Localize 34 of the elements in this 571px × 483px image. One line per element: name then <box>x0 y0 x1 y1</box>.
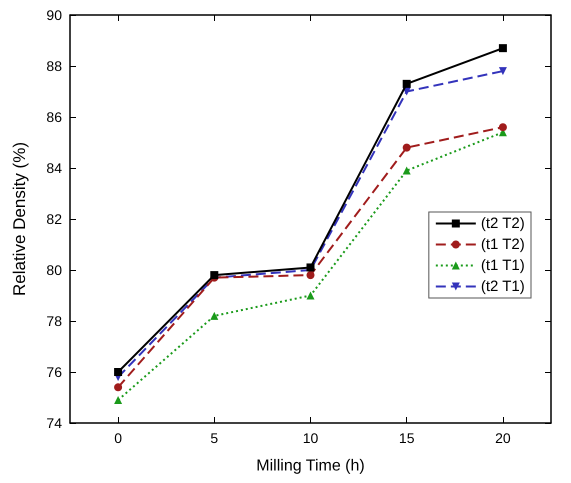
y-tick-label: 82 <box>46 211 62 227</box>
x-tick-label: 10 <box>302 430 318 446</box>
y-tick-label: 84 <box>46 160 62 176</box>
y-tick-label: 80 <box>46 262 62 278</box>
y-tick-label: 74 <box>46 415 62 431</box>
y-tick-label: 90 <box>46 7 62 23</box>
y-tick-label: 76 <box>46 364 62 380</box>
x-tick-label: 20 <box>495 430 511 446</box>
point <box>306 271 314 280</box>
x-axis-title: Milling Time (h) <box>256 458 365 474</box>
y-axis-title: Relative Density (%) <box>10 142 29 296</box>
point <box>498 123 507 132</box>
x-tick-label: 15 <box>398 430 415 446</box>
point <box>114 396 122 404</box>
point <box>402 144 411 152</box>
point <box>210 271 218 280</box>
legend-label: (t2 T1) <box>480 278 525 295</box>
point <box>402 166 411 175</box>
point <box>306 292 314 300</box>
legend-label: (t2 T2) <box>480 215 525 232</box>
y-tick-label: 86 <box>46 109 62 125</box>
legend-label: (t1 T2) <box>480 236 525 253</box>
point <box>210 312 218 320</box>
y-tick-label: 88 <box>46 58 62 74</box>
legend-label: (t1 T1) <box>480 257 525 274</box>
point <box>498 67 507 76</box>
point <box>114 368 122 376</box>
point <box>402 80 411 88</box>
y-tick-label: 78 <box>46 313 62 329</box>
point <box>306 263 314 272</box>
x-tick-label: 5 <box>210 430 218 446</box>
point <box>114 383 122 392</box>
x-tick-label: 0 <box>114 430 122 446</box>
point <box>498 44 507 52</box>
